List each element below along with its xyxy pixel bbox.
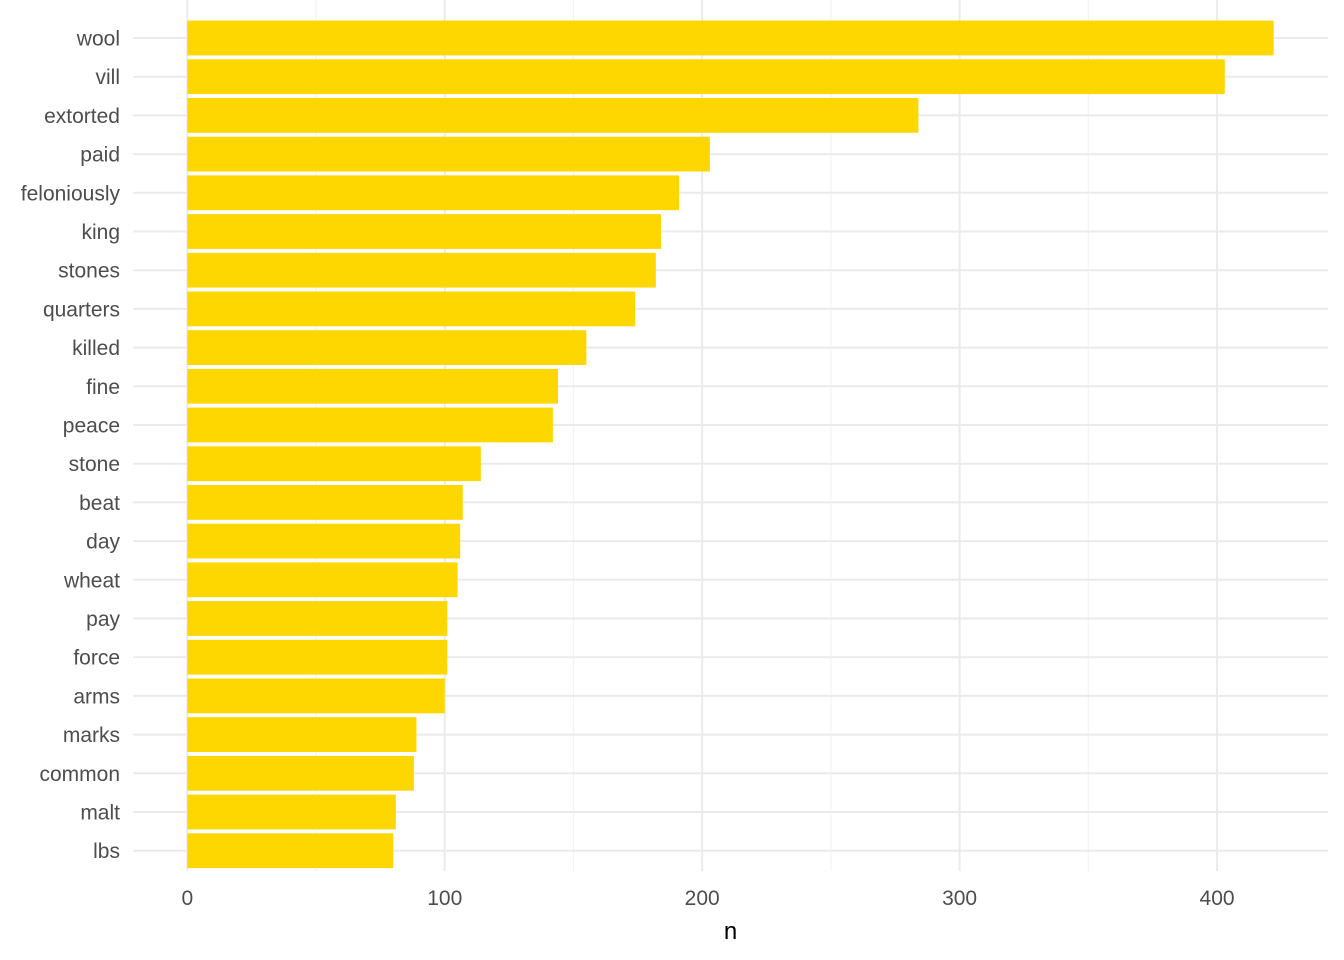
y-tick-label: paid [80,144,120,167]
bar-force [187,639,448,675]
bar-paid [187,136,710,172]
bar-common [187,755,414,791]
bar-feloniously [187,175,680,211]
bar-quarters [187,291,636,327]
bar-lbs [187,833,394,869]
y-tick-label: stones [58,260,120,283]
y-tick-label: feloniously [21,182,121,205]
y-tick-label: arms [73,685,120,708]
y-tick-label: king [81,221,120,244]
x-tick-label: 300 [942,887,977,910]
y-tick-label: lbs [93,840,120,863]
y-tick-label: fine [86,376,120,399]
bar-pay [187,601,448,636]
x-tick-label: 0 [181,887,193,910]
bar-killed [187,330,587,365]
bar-stone [187,446,481,482]
y-tick-label: wheat [63,569,120,592]
bar-wheat [187,562,458,598]
bar-fine [187,368,559,404]
y-tick-label: peace [63,415,120,438]
bar-stones [187,252,656,288]
bar-beat [187,485,463,520]
x-tick-label: 100 [427,887,462,910]
y-tick-label: beat [79,492,120,515]
bar-vill [187,59,1225,95]
y-tick-label: malt [80,802,120,825]
y-axis-tick-labels: wool vill extorted paid feloniously king stone… [21,28,121,864]
bar-marks [187,717,417,752]
bars [187,20,1274,869]
y-tick-label: wool [76,28,120,51]
y-tick-label: quarters [43,298,120,321]
bar-peace [187,407,553,443]
x-tick-label: 200 [685,887,720,910]
x-axis-title: n [724,918,737,945]
bar-malt [187,794,396,830]
y-tick-label: pay [86,608,120,631]
y-tick-label: extorted [44,105,120,128]
y-tick-label: vill [96,66,121,89]
x-tick-label: 400 [1200,887,1235,910]
bar-day [187,523,461,559]
bar-extorted [187,98,919,133]
y-tick-label: marks [63,724,120,747]
y-tick-label: force [73,647,120,670]
y-tick-label: common [39,763,120,786]
y-tick-label: day [86,531,120,554]
bar-arms [187,678,445,714]
y-tick-label: killed [72,337,120,360]
x-axis-tick-labels: 0 100 200 300 400 [181,887,1234,910]
y-tick-label: stone [69,453,120,476]
bar-wool [187,20,1274,56]
bar-king [187,214,661,249]
